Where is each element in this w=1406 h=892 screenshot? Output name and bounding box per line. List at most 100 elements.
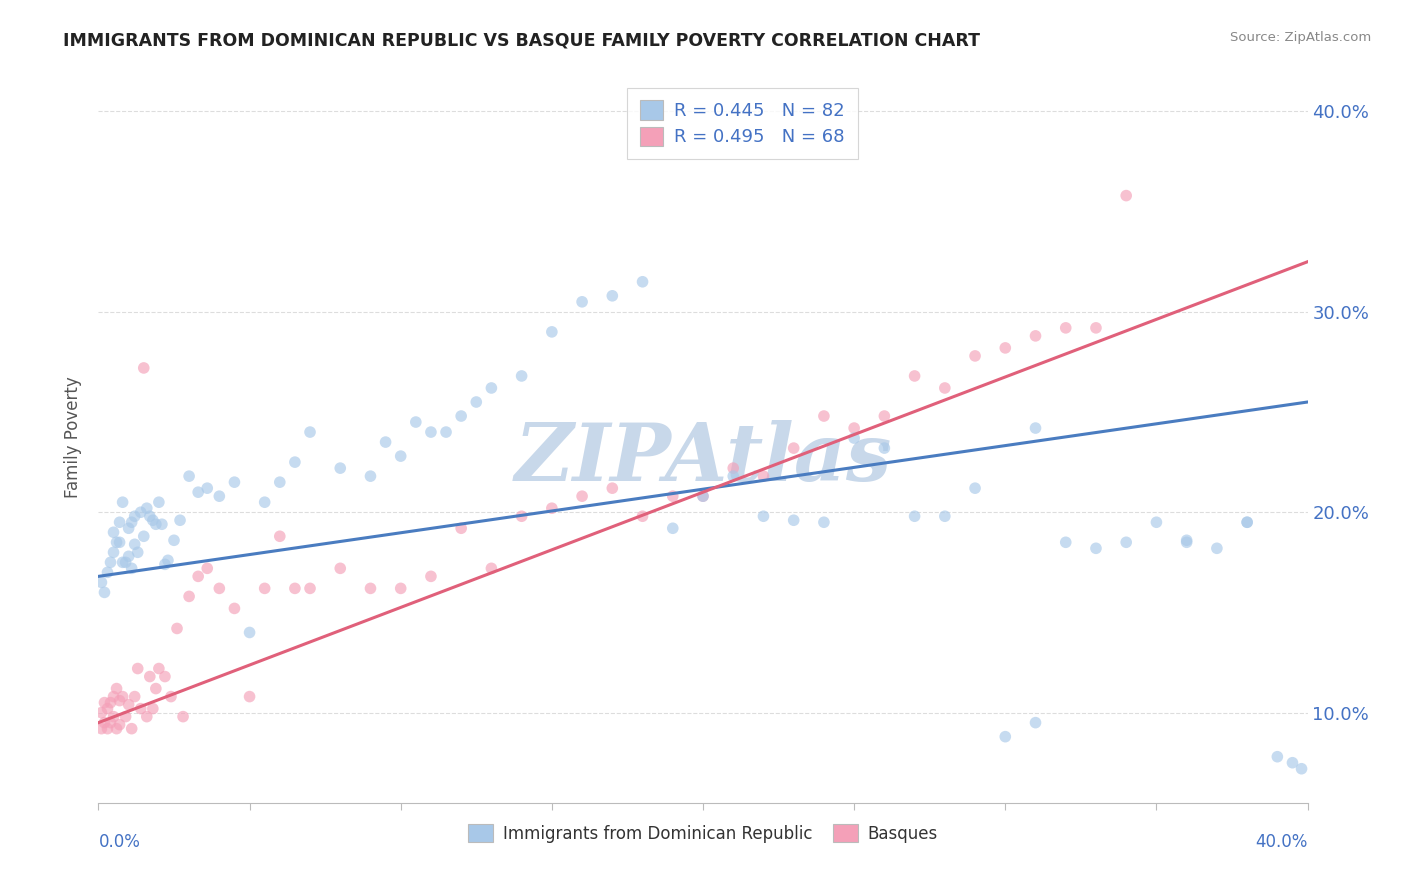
Point	[994, 341, 1017, 355]
Point	[135, 501, 157, 516]
Point	[284, 582, 307, 596]
Point	[124, 537, 146, 551]
Point	[169, 513, 191, 527]
Point	[692, 489, 714, 503]
Point	[166, 622, 188, 636]
Point	[1024, 715, 1046, 730]
Point	[195, 561, 218, 575]
Point	[661, 489, 683, 503]
Point	[172, 709, 194, 723]
Point	[602, 289, 624, 303]
Point	[90, 706, 112, 720]
Point	[783, 441, 806, 455]
Point	[253, 582, 276, 596]
Point	[571, 489, 593, 503]
Point	[153, 669, 176, 683]
Point	[1054, 321, 1077, 335]
Point	[1267, 749, 1289, 764]
Point	[465, 395, 488, 409]
Point	[1024, 421, 1046, 435]
Point	[1281, 756, 1303, 770]
Point	[420, 569, 443, 583]
Point	[1175, 533, 1198, 548]
Text: IMMIGRANTS FROM DOMINICAN REPUBLIC VS BASQUE FAMILY POVERTY CORRELATION CHART: IMMIGRANTS FROM DOMINICAN REPUBLIC VS BA…	[63, 31, 980, 49]
Point	[904, 368, 927, 383]
Point	[105, 535, 128, 549]
Point	[450, 409, 472, 423]
Point	[100, 715, 122, 730]
Point	[103, 690, 125, 704]
Point	[132, 360, 155, 375]
Point	[904, 509, 927, 524]
Point	[329, 561, 352, 575]
Point	[93, 585, 115, 599]
Point	[108, 535, 131, 549]
Point	[90, 722, 112, 736]
Point	[873, 441, 896, 455]
Point	[239, 625, 262, 640]
Point	[752, 509, 775, 524]
Point	[450, 521, 472, 535]
Point	[129, 701, 152, 715]
Point	[934, 509, 956, 524]
Point	[1291, 762, 1313, 776]
Point	[1085, 541, 1108, 556]
Point	[540, 325, 562, 339]
Point	[299, 582, 322, 596]
Point	[145, 681, 167, 696]
Point	[118, 521, 141, 535]
Point	[873, 409, 896, 423]
Point	[374, 435, 396, 450]
Point	[631, 509, 654, 524]
Point	[96, 722, 118, 736]
Point	[510, 509, 533, 524]
Point	[481, 561, 503, 575]
Point	[1175, 535, 1198, 549]
Point	[124, 509, 146, 524]
Point	[844, 431, 866, 445]
Point	[1144, 515, 1167, 529]
Point	[284, 455, 307, 469]
Point	[127, 661, 149, 675]
Point	[108, 693, 131, 707]
Point	[195, 481, 218, 495]
Point	[813, 409, 835, 423]
Point	[329, 461, 352, 475]
Point	[114, 709, 136, 723]
Point	[103, 709, 125, 723]
Point	[360, 469, 382, 483]
Point	[269, 529, 291, 543]
Point	[1236, 515, 1258, 529]
Point	[148, 495, 170, 509]
Point	[118, 698, 141, 712]
Point	[96, 566, 118, 580]
Point	[224, 601, 246, 615]
Point	[208, 489, 231, 503]
Y-axis label: Family Poverty: Family Poverty	[65, 376, 83, 498]
Point	[965, 481, 987, 495]
Point	[540, 501, 562, 516]
Point	[148, 661, 170, 675]
Point	[156, 553, 179, 567]
Point	[139, 509, 162, 524]
Point	[127, 545, 149, 559]
Point	[118, 549, 141, 564]
Point	[360, 582, 382, 596]
Point	[103, 525, 125, 540]
Point	[405, 415, 427, 429]
Point	[93, 715, 115, 730]
Point	[661, 521, 683, 535]
Point	[142, 513, 165, 527]
Point	[105, 722, 128, 736]
Point	[389, 449, 412, 463]
Point	[434, 425, 457, 439]
Point	[124, 690, 146, 704]
Point	[187, 569, 209, 583]
Point	[602, 481, 624, 495]
Point	[111, 555, 134, 569]
Point	[692, 489, 714, 503]
Point	[129, 505, 152, 519]
Point	[153, 558, 176, 572]
Point	[1024, 329, 1046, 343]
Text: 40.0%: 40.0%	[1256, 833, 1308, 851]
